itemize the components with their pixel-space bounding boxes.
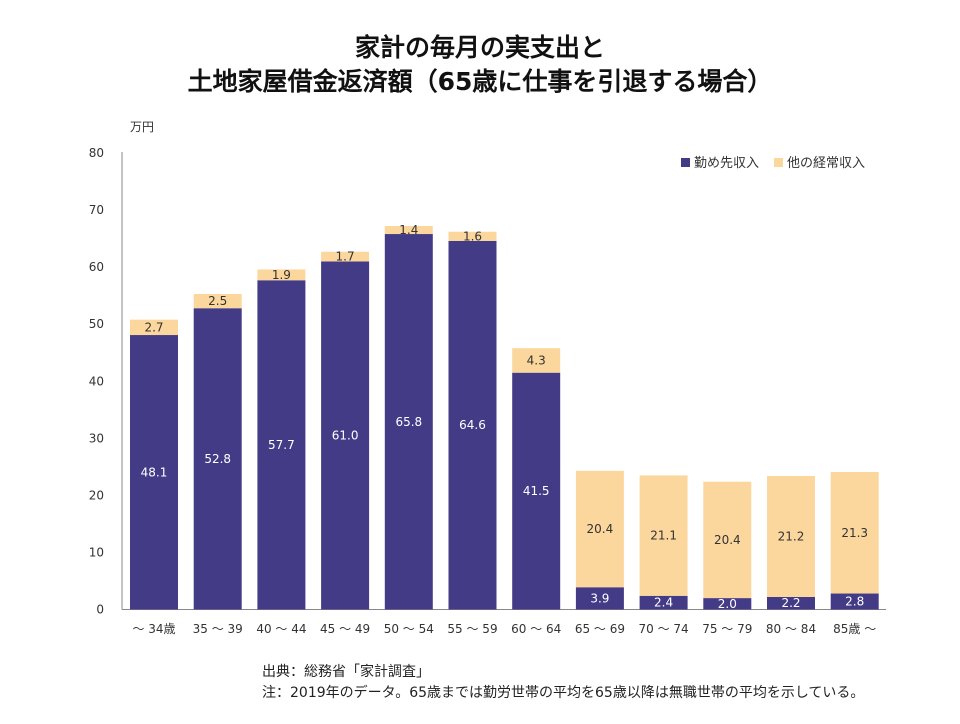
bar-segment-other-income (384, 226, 433, 235)
data-label-other-income: 21.2 (778, 529, 805, 543)
bar-segment-employment-income (830, 593, 879, 610)
legend-swatch-other-income (774, 158, 783, 167)
data-label-other-income: 2.7 (144, 320, 163, 334)
bar-segment-employment-income (257, 280, 306, 610)
bar-segment-other-income (830, 471, 879, 594)
data-label-employment-income: 2.4 (654, 596, 673, 610)
bar-segment-other-income (767, 475, 815, 597)
data-label-other-income: 20.4 (714, 533, 741, 547)
data-label-employment-income: 61.0 (332, 428, 359, 442)
y-tick-label: 40 (89, 374, 104, 388)
bar-segment-employment-income (767, 596, 815, 610)
x-tick-label: 55 ～ 59 (447, 622, 497, 636)
y-tick-label: 60 (89, 260, 104, 274)
data-label-employment-income: 52.8 (204, 452, 231, 466)
legend-label-other-income: 他の経常収入 (787, 156, 865, 171)
bar-segment-other-income (703, 481, 752, 599)
data-label-employment-income: 64.6 (459, 418, 486, 432)
footnote: 注：2019年のデータ。65歳までは勤労世帯の平均を65歳以降は無職世帯の平均を… (262, 685, 865, 701)
x-tick-label: ～ 34歳 (132, 622, 175, 636)
data-label-employment-income: 48.1 (141, 465, 168, 479)
bar-segment-employment-income (512, 372, 561, 610)
data-label-other-income: 1.7 (336, 250, 355, 264)
data-label-other-income: 2.5 (208, 294, 227, 308)
y-tick-label: 10 (89, 545, 104, 559)
bar-segment-employment-income (384, 234, 433, 610)
data-label-other-income: 21.1 (650, 529, 677, 543)
data-label-employment-income: 3.9 (590, 591, 609, 605)
bar-segment-other-income (639, 475, 688, 596)
y-tick-label: 80 (89, 146, 104, 160)
bar-segment-other-income (193, 293, 242, 309)
bar-segment-other-income (512, 348, 561, 373)
data-label-other-income: 1.4 (399, 223, 418, 237)
bar-segment-employment-income (639, 595, 688, 610)
data-label-employment-income: 57.7 (268, 438, 295, 452)
x-tick-label: 75 ～ 79 (702, 622, 752, 636)
bar-segment-employment-income (448, 240, 497, 610)
y-axis-unit-label: 万円 (130, 120, 155, 134)
x-tick-label: 80 ～ 84 (766, 622, 816, 636)
data-label-employment-income: 65.8 (395, 415, 422, 429)
data-label-other-income: 1.9 (272, 268, 291, 282)
data-label-other-income: 20.4 (587, 522, 614, 536)
bar-segment-other-income (130, 319, 178, 336)
bar-segment-employment-income (193, 308, 242, 610)
bar-segment-employment-income (703, 598, 752, 610)
legend-label-employment-income: 勤め先収入 (694, 156, 759, 171)
data-label-employment-income: 41.5 (523, 484, 550, 498)
x-tick-label: 60 ～ 64 (511, 622, 561, 636)
y-tick-label: 30 (89, 431, 104, 445)
data-label-other-income: 1.6 (463, 229, 482, 243)
x-tick-label: 50 ～ 54 (384, 622, 434, 636)
bar-segment-employment-income (130, 335, 178, 610)
data-label-other-income: 4.3 (527, 353, 546, 367)
data-label-other-income: 21.3 (841, 526, 868, 540)
x-tick-label: 45 ～ 49 (320, 622, 370, 636)
x-tick-label: 40 ～ 44 (256, 622, 306, 636)
chart-title-line2: 土地家屋借金返済額（65歳に仕事を引退する場合） (187, 67, 773, 96)
bar-segment-other-income (257, 269, 306, 281)
bar-segment-employment-income (321, 261, 370, 610)
source-note: 出典：総務省「家計調査」 (262, 664, 430, 680)
bar-segment-other-income (448, 231, 497, 241)
y-tick-label: 50 (89, 317, 104, 331)
y-tick-label: 0 (96, 603, 104, 617)
legend-swatch-employment-income (681, 158, 690, 167)
x-tick-label: 35 ～ 39 (193, 622, 243, 636)
y-tick-label: 70 (89, 203, 104, 217)
data-label-employment-income: 2.8 (845, 595, 864, 609)
y-tick-label: 20 (89, 488, 104, 502)
x-tick-label: 70 ～ 74 (639, 622, 689, 636)
data-label-employment-income: 2.0 (718, 597, 737, 611)
bar-segment-other-income (321, 251, 370, 262)
bar-segment-employment-income (575, 587, 624, 610)
x-tick-label: 85歳 ～ (833, 622, 876, 636)
x-tick-label: 65 ～ 69 (575, 622, 625, 636)
data-label-employment-income: 2.2 (781, 596, 800, 610)
chart-title-line1: 家計の毎月の実支出と (354, 33, 605, 62)
bar-segment-other-income (575, 470, 624, 588)
